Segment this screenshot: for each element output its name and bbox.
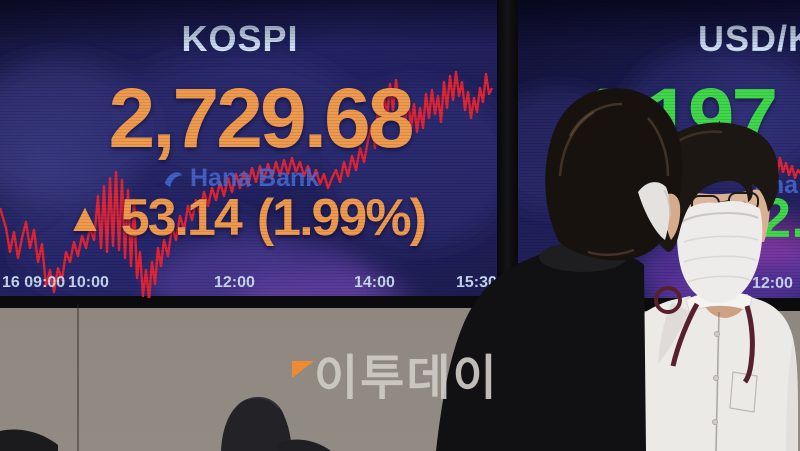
mask-pleats — [683, 235, 759, 283]
screen-bezel-gap — [497, 0, 518, 312]
office-chair — [221, 396, 331, 451]
face-mask — [638, 182, 670, 240]
person-left — [436, 88, 683, 451]
up-triangle-icon: ▲ — [65, 196, 105, 240]
shirt — [597, 296, 798, 451]
hana-logo-icon — [164, 171, 183, 187]
world-map-background — [0, 53, 497, 298]
time-label: 12:00 — [752, 275, 793, 292]
hana-bank-watermark: Hana Bank — [162, 166, 319, 191]
person-right — [597, 122, 798, 451]
kospi-screen: KOSPI 2,729.68 Hana Bank ▲ 53.14 (1.99%)… — [0, 0, 497, 298]
press-logo-text: 이투데이 — [314, 352, 499, 405]
turtleneck-sweater — [436, 246, 646, 451]
wall-panel-seam — [77, 304, 79, 451]
shirt-button — [714, 330, 721, 337]
time-label: 14:00 — [354, 274, 395, 291]
desk-object — [0, 429, 58, 451]
kospi-change-percent: (1.99%) — [256, 189, 427, 247]
kospi-change-row: ▲ 53.14 (1.99%) — [35, 192, 455, 244]
time-label: 16 09:00 — [2, 274, 66, 291]
press-logo-triangle-icon — [292, 361, 314, 378]
hair-highlights — [558, 102, 670, 256]
lanyard — [654, 286, 755, 384]
press-watermark: 이투데이 — [292, 355, 499, 403]
time-label: 12:00 — [214, 274, 255, 291]
kospi-index-value: 2,729.68 — [108, 71, 415, 165]
hana-bank-watermark-text: Hana Bank — [190, 164, 320, 192]
kospi-title: KOSPI — [181, 18, 299, 59]
face-mask — [677, 201, 763, 303]
time-label: 10:00 — [68, 274, 109, 291]
kospi-change-value: 53.14 — [120, 189, 243, 247]
time-label: 15:30 — [456, 274, 497, 291]
screen-bezel-bottom-left — [0, 296, 503, 308]
kospi-intraday-chart — [0, 70, 494, 298]
usdkrw-title: USD/K — [698, 18, 800, 59]
shirt-button — [713, 374, 720, 381]
shirt-button — [712, 418, 719, 425]
